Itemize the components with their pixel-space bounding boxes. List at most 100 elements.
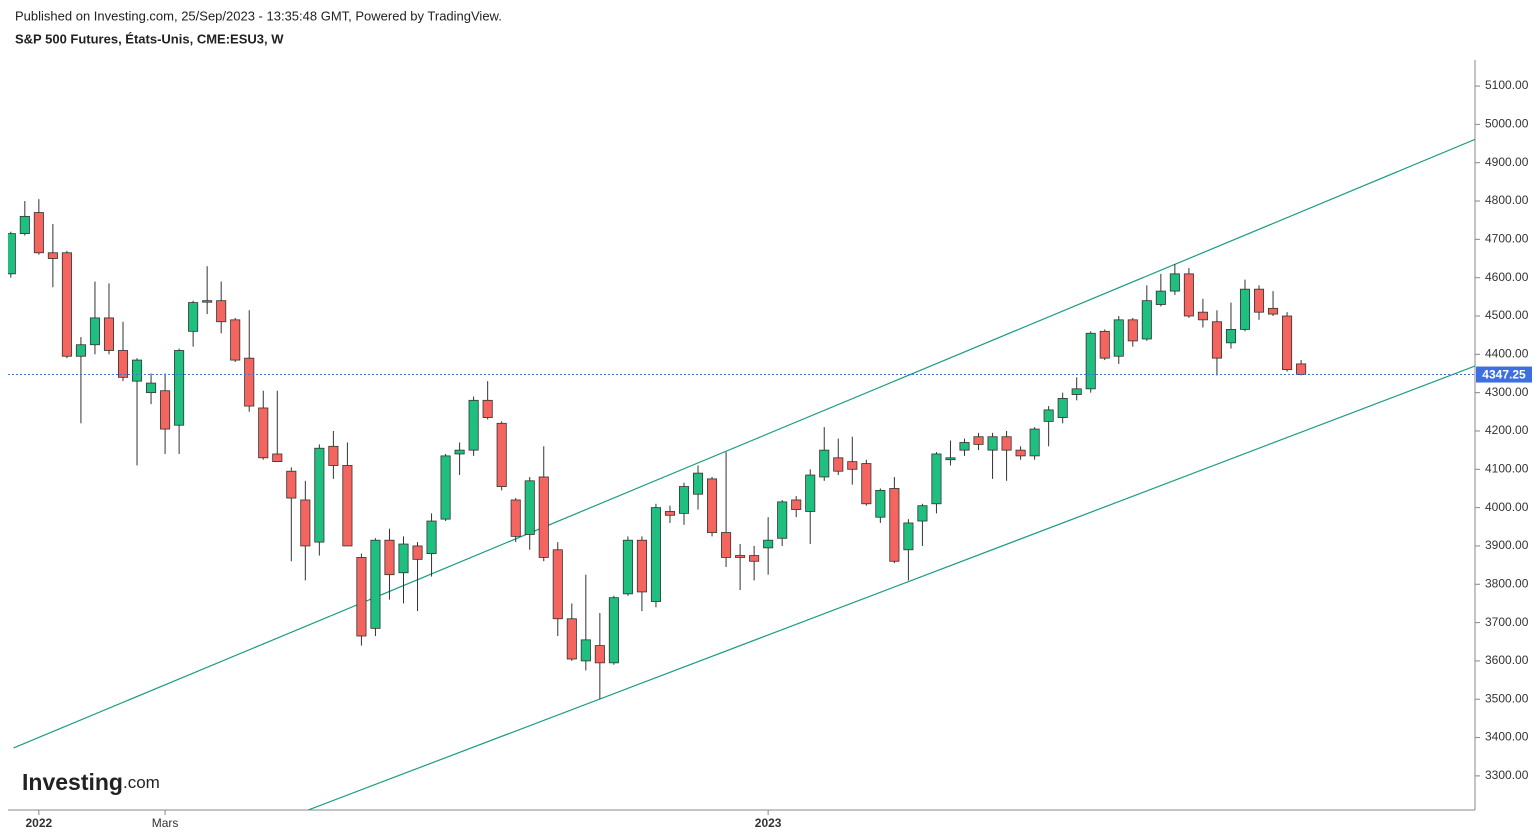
candle-body — [496, 422, 507, 487]
candle-body — [678, 486, 690, 514]
x-tick-label: 2023 — [755, 816, 782, 830]
candle-body — [889, 488, 900, 562]
symbol-line: S&P 500 Futures, États-Unis, CME:ESU3, W — [15, 31, 284, 46]
candle-body — [117, 350, 129, 378]
candle-body — [1029, 428, 1040, 457]
candle-body — [524, 480, 535, 535]
logo-name: Investing — [22, 769, 123, 795]
y-tick-label: 4400.00 — [1485, 346, 1529, 360]
candle-body — [468, 399, 479, 451]
candle-body — [903, 522, 914, 551]
candle-body — [833, 457, 844, 472]
candle-body — [636, 539, 647, 593]
candle-body — [188, 302, 199, 332]
candle-body — [1225, 329, 1236, 344]
candle-body — [440, 455, 451, 520]
published-line: Published on Investing.com, 25/Sep/2023 … — [15, 8, 502, 23]
candle-body — [272, 453, 283, 463]
y-tick-label: 3700.00 — [1485, 615, 1529, 629]
candle-body — [370, 539, 381, 629]
candle-body — [1211, 321, 1222, 359]
candle-body — [721, 532, 732, 558]
candle-body — [1197, 311, 1208, 321]
trendline — [307, 365, 1475, 810]
y-tick-label: 4800.00 — [1485, 193, 1529, 207]
candle-body — [1099, 330, 1110, 359]
candle-body — [707, 478, 718, 533]
y-tick-label: 3900.00 — [1485, 538, 1529, 552]
candle-body — [1141, 300, 1152, 340]
candle-body — [1085, 332, 1096, 390]
candle-body — [777, 501, 788, 539]
x-tick-label: 2022 — [26, 816, 53, 830]
candle-body — [202, 300, 213, 303]
candle-body — [1253, 288, 1265, 313]
candle-body — [412, 545, 423, 560]
candle-body — [426, 520, 437, 555]
candle-body — [230, 319, 241, 361]
candle-body — [664, 511, 676, 516]
candle-body — [538, 476, 549, 558]
candle-body — [75, 344, 86, 357]
x-tick-label: Mars — [152, 816, 179, 830]
candle-body — [847, 461, 858, 470]
candle-body — [875, 489, 886, 518]
candle-body — [580, 639, 591, 662]
y-tick-label: 4700.00 — [1485, 232, 1529, 246]
candle-body — [342, 465, 353, 547]
candle-body — [931, 453, 942, 505]
candle-body — [791, 499, 802, 510]
y-tick-label: 3400.00 — [1485, 730, 1529, 744]
candle-body — [33, 212, 44, 254]
candle-body — [174, 350, 185, 426]
candle-body — [945, 457, 956, 461]
candle-body — [19, 215, 30, 235]
y-tick-label: 4100.00 — [1485, 461, 1529, 475]
candle-body — [594, 645, 605, 664]
candle-body — [8, 233, 16, 275]
candle-body — [735, 555, 746, 558]
candle-body — [300, 499, 311, 547]
candle-body — [314, 447, 325, 543]
y-tick-label: 5100.00 — [1485, 78, 1529, 92]
candle-body — [917, 505, 928, 522]
candle-body — [384, 539, 395, 576]
candle-body — [1071, 388, 1082, 395]
candle-body — [987, 436, 998, 451]
candle-body — [244, 357, 255, 407]
candle-body — [47, 252, 58, 259]
candle-body — [1015, 449, 1026, 457]
candle-body — [1169, 273, 1180, 292]
last-price-label: 4347.25 — [1482, 368, 1526, 382]
candle-body — [1113, 319, 1124, 357]
y-tick-label: 3800.00 — [1485, 576, 1529, 590]
candle-body — [1155, 290, 1166, 305]
logo-suffix: .com — [123, 773, 160, 792]
candle-body — [482, 399, 493, 418]
candle-body — [89, 317, 100, 346]
candle-body — [650, 507, 661, 602]
y-tick-label: 4600.00 — [1485, 270, 1529, 284]
candle-body — [959, 442, 970, 451]
candle-body — [1296, 363, 1307, 375]
y-tick-label: 3500.00 — [1485, 691, 1529, 705]
candle-body — [216, 300, 227, 323]
candle-body — [356, 557, 367, 637]
candle-body — [566, 618, 577, 660]
candle-body — [1239, 288, 1251, 330]
y-tick-label: 5000.00 — [1485, 117, 1529, 131]
y-tick-label: 4300.00 — [1485, 385, 1529, 399]
candle-body — [454, 449, 465, 455]
candle-body — [328, 445, 339, 466]
y-tick-label: 4900.00 — [1485, 155, 1529, 169]
candle-body — [1183, 273, 1194, 317]
candle-body — [1268, 307, 1279, 315]
y-tick-label: 3600.00 — [1485, 653, 1529, 667]
plot-area — [8, 138, 1475, 810]
candle-body — [1001, 436, 1012, 451]
candle-body — [1282, 315, 1293, 371]
logo: Investing.com — [22, 769, 160, 795]
candle-body — [819, 449, 830, 478]
candle-body — [286, 470, 297, 499]
